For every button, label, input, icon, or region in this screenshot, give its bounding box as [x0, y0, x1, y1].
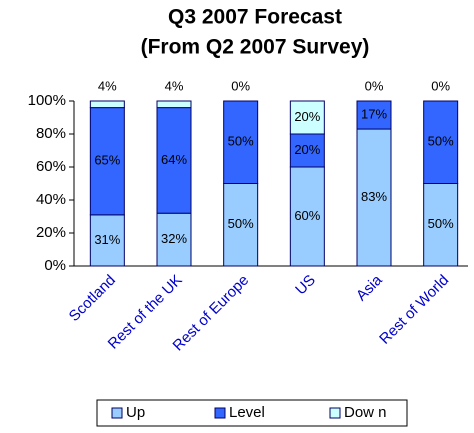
x-tick-label: Asia	[353, 271, 386, 304]
bar-segment	[356, 128, 392, 267]
legend-swatch	[111, 407, 123, 419]
data-label: 83%	[361, 189, 387, 204]
bar-segment	[423, 100, 459, 184]
bar-segment	[89, 214, 125, 267]
data-label: 20%	[294, 109, 320, 124]
y-tick-label: 20%	[36, 224, 66, 241]
data-label: 50%	[428, 216, 454, 231]
chart-title: Q3 2007 Forecast	[168, 6, 342, 29]
bar-segment	[356, 100, 392, 130]
legend-label: Level	[229, 404, 265, 421]
data-label: 4%	[165, 78, 184, 93]
bar-segment	[89, 100, 125, 109]
legend-swatch	[214, 407, 226, 419]
data-label: 0%	[365, 78, 384, 93]
bar-segment	[289, 100, 325, 135]
y-tick-label: 0%	[44, 257, 66, 274]
bar-segment	[89, 107, 125, 216]
data-label: 64%	[161, 152, 187, 167]
x-tick-label: Rest of World	[376, 272, 452, 348]
legend-label: Dow n	[344, 404, 387, 421]
bar-segment	[223, 100, 259, 184]
legend-swatch	[329, 407, 341, 419]
chart-title: (From Q2 2007 Survey)	[141, 36, 370, 59]
data-label: 50%	[228, 134, 254, 149]
data-label: 4%	[98, 78, 117, 93]
data-label: 31%	[94, 232, 120, 247]
bar-segment	[423, 183, 459, 267]
legend-label: Up	[126, 404, 145, 421]
data-label: 17%	[361, 106, 387, 121]
data-label: 0%	[231, 78, 250, 93]
legend-box	[96, 399, 408, 427]
bar-segment	[289, 166, 325, 267]
bar-segment	[156, 107, 192, 214]
data-label: 32%	[161, 231, 187, 246]
y-tick-label: 60%	[36, 158, 66, 175]
bar-segment	[156, 100, 192, 109]
x-tick-label: US	[292, 272, 319, 299]
x-tick-label: Scotland	[66, 272, 119, 325]
data-label: 60%	[294, 208, 320, 223]
data-label: 50%	[428, 134, 454, 149]
data-label: 50%	[228, 216, 254, 231]
data-label: 65%	[94, 153, 120, 168]
bar-segment	[289, 133, 325, 168]
y-tick-label: 100%	[28, 92, 66, 109]
data-label: 20%	[294, 142, 320, 157]
y-tick-label: 40%	[36, 191, 66, 208]
y-tick-label: 80%	[36, 125, 66, 142]
data-label: 0%	[431, 78, 450, 93]
